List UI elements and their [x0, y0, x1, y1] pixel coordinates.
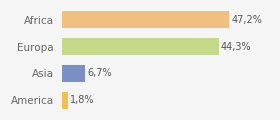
Bar — [62, 65, 85, 82]
Text: 6,7%: 6,7% — [87, 68, 112, 78]
Text: 44,3%: 44,3% — [221, 42, 251, 52]
Bar — [62, 92, 68, 109]
Bar — [62, 38, 219, 55]
Text: 47,2%: 47,2% — [231, 15, 262, 25]
Bar — [62, 11, 229, 28]
Text: 1,8%: 1,8% — [70, 95, 95, 105]
